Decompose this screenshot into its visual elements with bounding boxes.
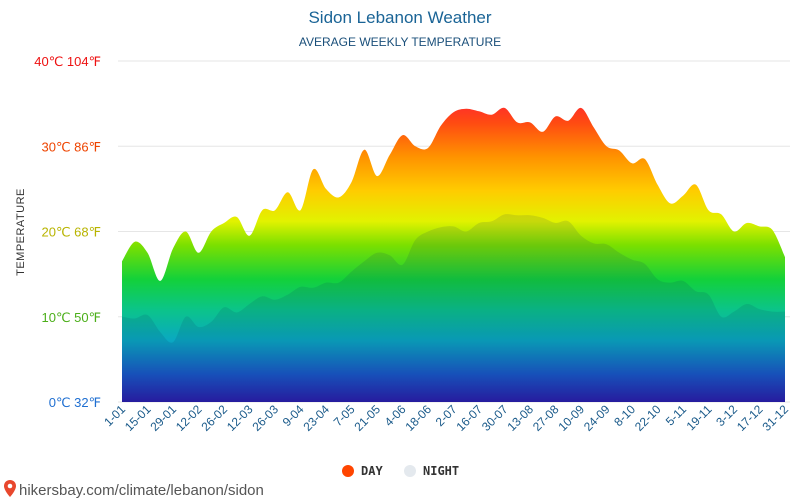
x-tick-label: 27-08 bbox=[530, 402, 562, 434]
series-area-night-shade bbox=[122, 214, 785, 402]
legend-item-night[interactable]: NIGHT bbox=[404, 464, 459, 478]
plot-area bbox=[122, 107, 785, 403]
y-tick-label: 20℃ 68℉ bbox=[41, 225, 101, 240]
x-tick-label: 15-01 bbox=[122, 402, 154, 434]
legend-label-night: NIGHT bbox=[423, 464, 459, 478]
map-pin-hole-icon bbox=[7, 483, 13, 489]
x-tick-label: 19-11 bbox=[684, 402, 715, 433]
x-tick-label: 30-07 bbox=[479, 402, 511, 434]
map-pin-icon bbox=[4, 480, 16, 497]
x-tick-label: 17-12 bbox=[734, 402, 766, 434]
source-link[interactable]: hikersbay.com/climate/lebanon/sidon bbox=[4, 480, 264, 499]
x-tick-label: 23-04 bbox=[301, 402, 333, 434]
y-tick-label: 40℃ 104℉ bbox=[34, 54, 101, 69]
x-tick-label: 16-07 bbox=[454, 402, 486, 434]
x-tick-label: 26-03 bbox=[250, 402, 282, 434]
x-tick-label: 29-01 bbox=[148, 402, 180, 434]
chart-subtitle: AVERAGE WEEKLY TEMPERATURE bbox=[299, 35, 501, 49]
x-tick-label: 12-03 bbox=[224, 402, 256, 434]
x-tick-label: 21-05 bbox=[352, 402, 384, 434]
y-axis-title: TEMPERATURE bbox=[15, 188, 27, 276]
x-tick-label: 10-09 bbox=[556, 402, 588, 434]
x-tick-label: 13-08 bbox=[505, 402, 537, 434]
y-tick-label: 0℃ 32℉ bbox=[49, 395, 101, 410]
source-url: hikersbay.com/climate/lebanon/sidon bbox=[19, 482, 264, 499]
y-tick-label: 10℃ 50℉ bbox=[41, 310, 101, 325]
x-tick-label: 22-10 bbox=[632, 402, 664, 434]
legend-dot-day-icon bbox=[342, 465, 354, 477]
x-axis-labels: 1-0115-0129-0112-0226-0212-0326-039-0423… bbox=[101, 402, 791, 434]
x-tick-label: 26-02 bbox=[199, 402, 231, 434]
x-tick-label: 31-12 bbox=[760, 402, 792, 434]
x-tick-label: 18-06 bbox=[403, 402, 435, 434]
y-axis-labels: 0℃ 32℉ 10℃ 50℉ 20℃ 68℉ 30℃ 86℉ 40℃ 104℉ bbox=[34, 54, 101, 410]
legend: DAY NIGHT bbox=[342, 464, 459, 478]
x-tick-label: 24-09 bbox=[581, 402, 613, 434]
legend-label-day: DAY bbox=[361, 464, 383, 478]
legend-item-day[interactable]: DAY bbox=[342, 464, 383, 478]
chart-title: Sidon Lebanon Weather bbox=[308, 8, 491, 27]
legend-dot-night-icon bbox=[404, 465, 416, 477]
series-area-night bbox=[122, 214, 785, 402]
y-tick-label: 30℃ 86℉ bbox=[41, 139, 101, 154]
x-tick-label: 12-02 bbox=[173, 402, 205, 434]
